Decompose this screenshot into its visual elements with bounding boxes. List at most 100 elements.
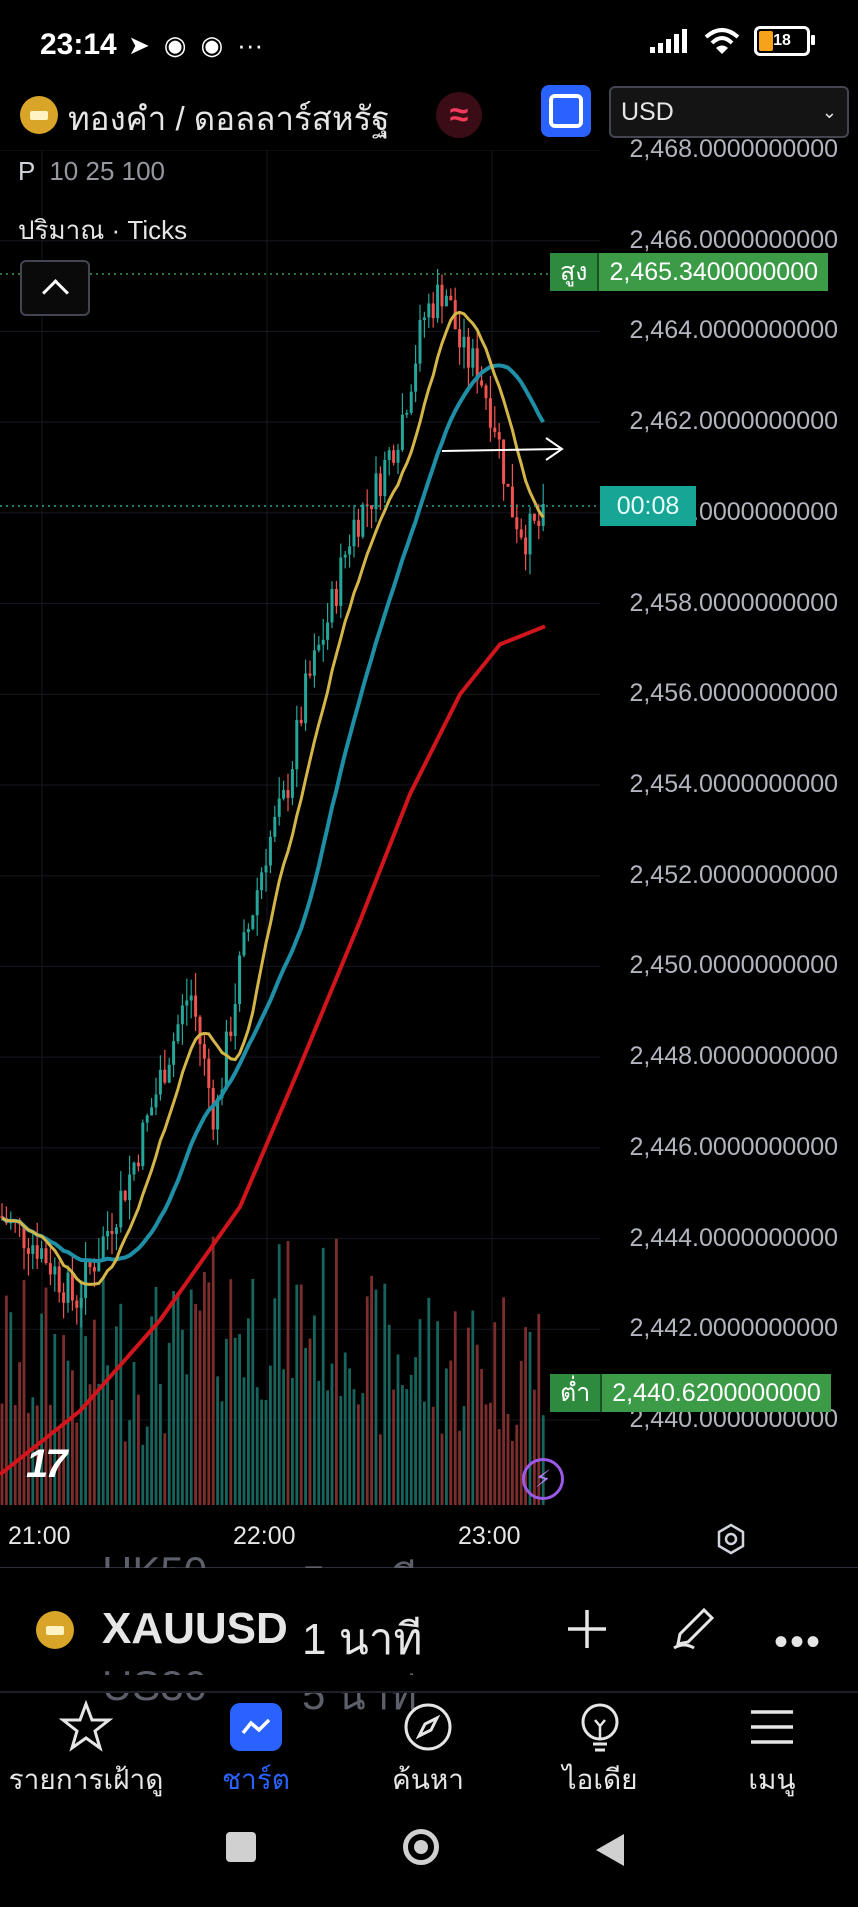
candlesticks bbox=[0, 268, 545, 1328]
candle bbox=[172, 1032, 176, 1078]
recents-square-icon[interactable] bbox=[226, 1832, 256, 1862]
candle bbox=[480, 366, 484, 388]
candle bbox=[189, 979, 193, 1019]
candle bbox=[458, 313, 462, 365]
candle bbox=[510, 463, 514, 518]
candle bbox=[53, 1257, 57, 1292]
telegram-icon: ◉ bbox=[163, 30, 187, 60]
volume-bar bbox=[172, 1290, 175, 1505]
plus-icon[interactable] bbox=[566, 1608, 608, 1650]
candle bbox=[31, 1232, 35, 1270]
nav-menu[interactable]: เมนู bbox=[686, 1700, 858, 1802]
ma100-line bbox=[0, 624, 546, 1476]
volume-bar bbox=[431, 1406, 435, 1505]
price-axis-label: 2,456.0000000000 bbox=[629, 679, 838, 708]
volume-bar bbox=[106, 1365, 109, 1505]
volume-bar bbox=[528, 1331, 532, 1505]
candle bbox=[123, 1189, 127, 1203]
candle bbox=[462, 318, 466, 369]
volume-bar bbox=[163, 1433, 167, 1505]
candle bbox=[282, 780, 286, 801]
volume-bar bbox=[423, 1401, 426, 1505]
price-chart[interactable] bbox=[0, 150, 858, 1510]
nav-search[interactable]: ค้นหา bbox=[342, 1700, 514, 1802]
candle bbox=[128, 1155, 132, 1220]
candle bbox=[44, 1240, 48, 1265]
currency-select[interactable]: USD ⌄ bbox=[609, 86, 849, 138]
nav-label: เมนู bbox=[748, 1764, 796, 1795]
symbol-name[interactable]: ทองคำ / ดอลลาร์สหรัฐ bbox=[68, 100, 390, 137]
gold-symbol-icon bbox=[20, 96, 58, 134]
chart-header: ทองคำ / ดอลลาร์สหรัฐ ≈ USD ⌄ bbox=[0, 80, 858, 150]
volume-bar bbox=[13, 1405, 17, 1505]
timeframe[interactable]: 1 นาที bbox=[302, 1615, 423, 1664]
volume-bar bbox=[93, 1319, 96, 1505]
tradingview-logo[interactable]: 17 bbox=[26, 1442, 67, 1486]
home-circle-icon[interactable] bbox=[403, 1829, 439, 1865]
candle bbox=[141, 1119, 145, 1170]
candle bbox=[356, 508, 360, 548]
volume-bar bbox=[255, 1387, 259, 1505]
lightning-icon[interactable]: ⚡ bbox=[522, 1458, 564, 1500]
more-options-icon[interactable]: ••• bbox=[774, 1620, 823, 1664]
candle bbox=[326, 602, 330, 650]
volume-bar bbox=[326, 1390, 329, 1505]
volume-bar bbox=[229, 1279, 233, 1505]
volume-bar bbox=[299, 1284, 303, 1505]
volume-bar bbox=[251, 1278, 255, 1505]
volume-bar bbox=[409, 1374, 413, 1505]
divider bbox=[0, 1691, 858, 1693]
candle bbox=[176, 1014, 180, 1044]
symbol-ticker[interactable]: XAUUSD bbox=[102, 1604, 288, 1653]
fullscreen-button[interactable] bbox=[541, 85, 591, 137]
collapse-legend-button[interactable] bbox=[20, 260, 90, 316]
nav-chart[interactable]: ชาร์ต bbox=[170, 1700, 342, 1802]
volume-bar bbox=[242, 1377, 246, 1505]
nav-ideas[interactable]: ไอเดีย bbox=[514, 1700, 686, 1802]
volume-bar bbox=[467, 1327, 470, 1505]
nav-label: ชาร์ต bbox=[222, 1764, 290, 1795]
currency-value: USD bbox=[621, 97, 674, 126]
volume-bar bbox=[211, 1236, 215, 1505]
candle bbox=[365, 489, 369, 528]
indicators-wave-icon[interactable]: ≈ bbox=[436, 92, 482, 138]
price-axis-label: 2,452.0000000000 bbox=[629, 860, 838, 889]
time-label-2: 22:00 bbox=[233, 1522, 296, 1550]
candle bbox=[440, 274, 444, 324]
ma-periods: 10 25 100 bbox=[49, 156, 166, 186]
drawing-pen-icon[interactable] bbox=[670, 1604, 718, 1652]
candle bbox=[453, 287, 457, 330]
candle bbox=[528, 506, 532, 575]
volume-bar bbox=[308, 1338, 312, 1505]
chart-settings-icon[interactable] bbox=[714, 1522, 748, 1556]
bar-countdown: 00:08 bbox=[600, 486, 696, 526]
volume-bar bbox=[321, 1247, 325, 1505]
candle bbox=[40, 1240, 44, 1263]
candle bbox=[167, 1057, 171, 1084]
candle bbox=[158, 1055, 162, 1101]
low-value: 2,440.6200000000 bbox=[602, 1374, 831, 1412]
back-triangle-icon[interactable] bbox=[594, 1832, 626, 1868]
volume-bar bbox=[515, 1424, 519, 1505]
price-axis-label: 2,468.0000000000 bbox=[629, 135, 838, 163]
volume-bar bbox=[35, 1405, 39, 1505]
candle bbox=[506, 483, 510, 488]
volume-bar bbox=[194, 1303, 197, 1505]
candle bbox=[422, 311, 426, 338]
candle bbox=[92, 1258, 96, 1288]
nav-watchlist[interactable]: รายการเฝ้าดู bbox=[0, 1700, 172, 1802]
candle bbox=[242, 919, 246, 958]
volume-bar bbox=[123, 1441, 127, 1505]
candle bbox=[400, 393, 404, 452]
price-axis-label: 2,454.0000000000 bbox=[629, 770, 838, 798]
candle bbox=[268, 830, 272, 874]
candle bbox=[207, 1048, 211, 1108]
low-price-tag: ต่ำ 2,440.6200000000 bbox=[550, 1374, 831, 1412]
volume-bar bbox=[436, 1321, 439, 1505]
candle bbox=[502, 439, 506, 501]
volume-bar bbox=[225, 1338, 228, 1505]
candle bbox=[238, 951, 242, 1012]
candle bbox=[418, 304, 422, 372]
volume-bar bbox=[379, 1434, 382, 1505]
volume-bar bbox=[493, 1322, 497, 1505]
